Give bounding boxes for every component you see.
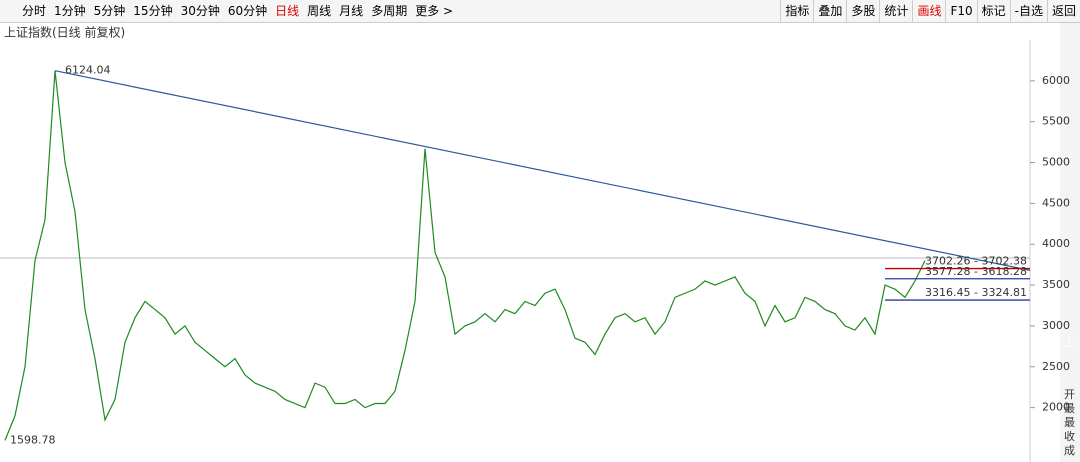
trend-line: [54, 70, 1031, 271]
toolbar-button[interactable]: 统计: [879, 0, 912, 22]
y-tick-label: 2000: [1042, 401, 1070, 414]
toolbar-button[interactable]: 1分钟: [54, 4, 86, 18]
price-annotation: 1598.78: [10, 433, 56, 446]
y-tick-label: 5000: [1042, 156, 1070, 169]
side-panel-label: 开: [1064, 388, 1075, 401]
y-tick-label: 4000: [1042, 237, 1070, 250]
toolbar-button[interactable]: 周线: [307, 4, 332, 18]
toolbar-button[interactable]: 画线: [912, 0, 945, 22]
side-panel-label: 上: [1064, 336, 1075, 349]
toolbar-button[interactable]: 30分钟: [180, 4, 220, 18]
toolbar: 分时 1分钟 5分钟 15分钟 30分钟 60分钟 日线 周线 月线 多周期 更多 > 指标 叠加 多股统…: [0, 0, 1080, 23]
side-panel-label: 最: [1064, 402, 1075, 415]
y-tick-label: 5500: [1042, 115, 1070, 128]
side-panel-label: 最: [1064, 416, 1075, 429]
side-panel-label: 收: [1064, 429, 1075, 443]
side-panel-bg: [1060, 22, 1080, 462]
price-annotation: 6124.04: [65, 64, 111, 77]
y-tick-label: 3000: [1042, 319, 1070, 332]
y-tick-label: 4500: [1042, 196, 1070, 209]
toolbar-button[interactable]: 标记: [976, 0, 1010, 22]
y-tick-label: 6000: [1042, 74, 1070, 87]
y-tick-label: 3500: [1042, 278, 1070, 291]
toolbar-button[interactable]: 15分钟: [133, 4, 173, 18]
toolbar-button[interactable]: 更多 >: [415, 4, 454, 18]
toolbar-button[interactable]: 月线: [339, 4, 364, 18]
y-tick-label: 2500: [1042, 360, 1070, 373]
toolbar-button[interactable]: 返回: [1046, 0, 1080, 22]
toolbar-button[interactable]: -自选: [1009, 0, 1047, 22]
toolbar-button[interactable]: 多周期: [371, 4, 408, 18]
price-level-label: 3577.28 - 3618.28: [925, 265, 1027, 278]
toolbar-button[interactable]: 分时: [22, 4, 47, 18]
price-line: [4, 70, 926, 441]
chart-title: 上证指数(日线 前复权): [4, 25, 125, 40]
price-level-label: 3316.45 - 3324.81: [925, 286, 1027, 299]
price-level-label: 3702.26 - 3702.38: [925, 255, 1027, 268]
toolbar-button[interactable]: 60分钟: [227, 4, 268, 18]
toolbar-button[interactable]: 日线: [275, 4, 300, 18]
toolbar-button[interactable]: 5分钟: [93, 4, 126, 18]
toolbar-button[interactable]: 多股: [846, 0, 879, 22]
toolbar-button[interactable]: 叠加: [813, 0, 846, 22]
toolbar-button[interactable]: 指标: [780, 0, 813, 22]
side-panel-label: 成: [1064, 444, 1075, 457]
toolbar-button[interactable]: F10: [945, 0, 976, 22]
